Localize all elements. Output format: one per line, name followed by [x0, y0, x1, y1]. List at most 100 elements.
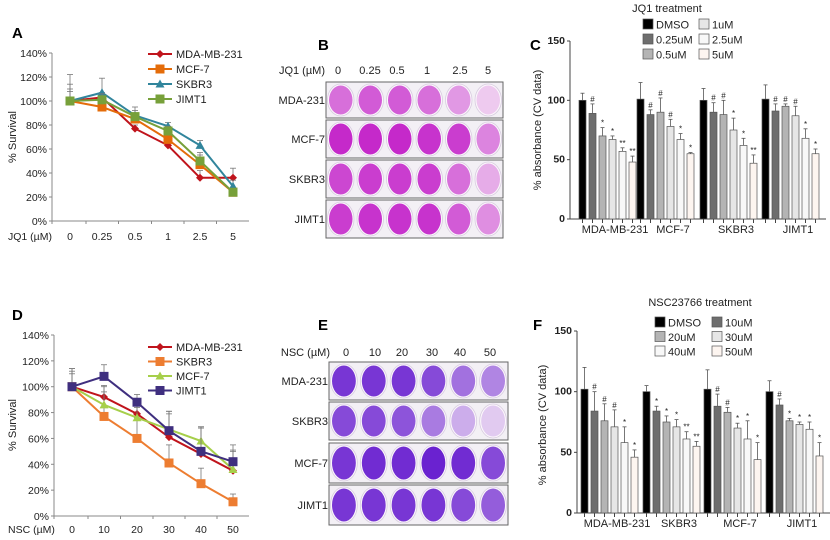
- category-label: SKBR3: [661, 518, 697, 530]
- x-tick-label: 1: [165, 231, 171, 243]
- bar: [578, 99, 587, 220]
- stained-well: [451, 405, 476, 437]
- legend-label: 40uM: [668, 347, 696, 359]
- bar: [775, 404, 784, 514]
- y-tick-label: 50: [560, 446, 572, 458]
- significance-marker: *: [601, 119, 604, 128]
- panel-d-chart: D 0% 20% 40% 60% 80% 100% 120% 140% 0 10 20 30 40 50 NS…: [7, 307, 249, 536]
- bar: [801, 137, 810, 220]
- stained-well: [417, 85, 441, 115]
- stained-well: [358, 163, 382, 195]
- y-tick-label: 40%: [26, 168, 47, 180]
- plate: [325, 119, 504, 159]
- legend-swatch: [654, 316, 666, 328]
- y-axis-label: % absorbance (CV data): [532, 70, 544, 190]
- bar: [656, 111, 665, 220]
- stained-well: [388, 163, 412, 195]
- bar: [608, 139, 617, 220]
- category-label: MDA-MB-231: [582, 224, 649, 236]
- stained-well: [481, 365, 506, 397]
- stained-well: [421, 488, 446, 522]
- stained-well: [476, 203, 500, 235]
- stained-well: [329, 123, 353, 155]
- concentration-label: 10: [369, 347, 381, 359]
- stained-well: [361, 446, 386, 480]
- stained-well: [481, 446, 506, 480]
- chart-title: JQ1 treatment: [632, 3, 702, 15]
- bar: [646, 114, 655, 220]
- significance-marker: #: [793, 97, 798, 106]
- stained-well: [476, 85, 500, 115]
- significance-marker: *: [675, 411, 678, 420]
- category-label: MDA-MB-231: [584, 518, 651, 530]
- legend-label: DMSO: [668, 318, 701, 330]
- significance-marker: *: [746, 412, 749, 421]
- stained-well: [361, 365, 386, 397]
- panel-f-chart: F NSC23766 treatment 0 50 100 150 % absorbance…: [533, 297, 830, 530]
- significance-marker: *: [665, 407, 668, 416]
- data-point: [228, 457, 238, 467]
- data-point: [228, 497, 238, 507]
- data-point: [131, 124, 139, 133]
- x-tick-label: 0.5: [128, 231, 143, 243]
- bar: [699, 99, 708, 220]
- stained-well: [391, 405, 416, 437]
- significance-marker: #: [648, 101, 653, 110]
- legend-label: MCF-7: [176, 64, 210, 76]
- legend-label: MCF-7: [176, 371, 210, 383]
- bar: [600, 420, 609, 514]
- stained-well: [476, 163, 500, 195]
- y-tick-label: 80%: [28, 408, 49, 420]
- data-point: [99, 400, 109, 409]
- stained-well: [451, 365, 476, 397]
- bar: [749, 162, 758, 220]
- data-point: [132, 397, 142, 407]
- legend-item: 0.5uM: [642, 48, 687, 62]
- category-label: MCF-7: [723, 518, 757, 530]
- plate: [325, 199, 504, 239]
- legend-label: SKBR3: [176, 79, 212, 91]
- stained-well: [447, 163, 471, 195]
- y-tick-label: 140%: [20, 48, 47, 60]
- legend-item: DMSO: [654, 316, 701, 330]
- bar: [590, 410, 599, 514]
- panel-letter: F: [533, 317, 542, 334]
- significance-marker: #: [612, 401, 617, 410]
- concentration-label: 0: [343, 347, 349, 359]
- stained-well: [329, 85, 353, 115]
- chart-title: NSC23766 treatment: [648, 297, 751, 309]
- panel-letter: B: [318, 37, 329, 54]
- concentration-label: 0.5: [389, 65, 404, 77]
- bar: [815, 455, 824, 514]
- legend-swatch: [711, 345, 723, 357]
- bar: [580, 388, 589, 514]
- bar: [598, 135, 607, 220]
- bar: [676, 139, 685, 220]
- series-mcf-7: [67, 368, 238, 473]
- panel-letter: D: [12, 307, 23, 324]
- significance-marker: #: [602, 395, 607, 404]
- legend-item: 30uM: [711, 331, 753, 344]
- legend-swatch: [654, 345, 666, 357]
- bar: [733, 427, 742, 514]
- legend-item: 5uM: [698, 48, 733, 62]
- significance-marker: *: [808, 413, 811, 422]
- data-point: [164, 426, 174, 436]
- legend-swatch: [698, 18, 710, 30]
- plate-row: JIMT1: [297, 484, 509, 526]
- stained-well: [417, 123, 441, 155]
- bar: [682, 438, 691, 514]
- significance-marker: *: [736, 414, 739, 423]
- significance-marker: #: [777, 390, 782, 399]
- data-point: [99, 411, 109, 421]
- cell-line-label: SKBR3: [289, 174, 325, 186]
- plate-row: MDA-231: [282, 361, 509, 401]
- series-line: [71, 385, 234, 503]
- y-tick-label: 0: [559, 213, 565, 225]
- x-tick-label: 30: [163, 524, 175, 536]
- series-line: [71, 375, 234, 463]
- legend-item: 50uM: [711, 345, 753, 359]
- stained-well: [447, 123, 471, 155]
- panel-letter: E: [318, 317, 328, 334]
- data-point: [196, 446, 206, 456]
